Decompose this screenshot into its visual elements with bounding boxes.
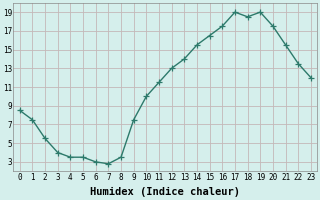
X-axis label: Humidex (Indice chaleur): Humidex (Indice chaleur)	[90, 187, 240, 197]
